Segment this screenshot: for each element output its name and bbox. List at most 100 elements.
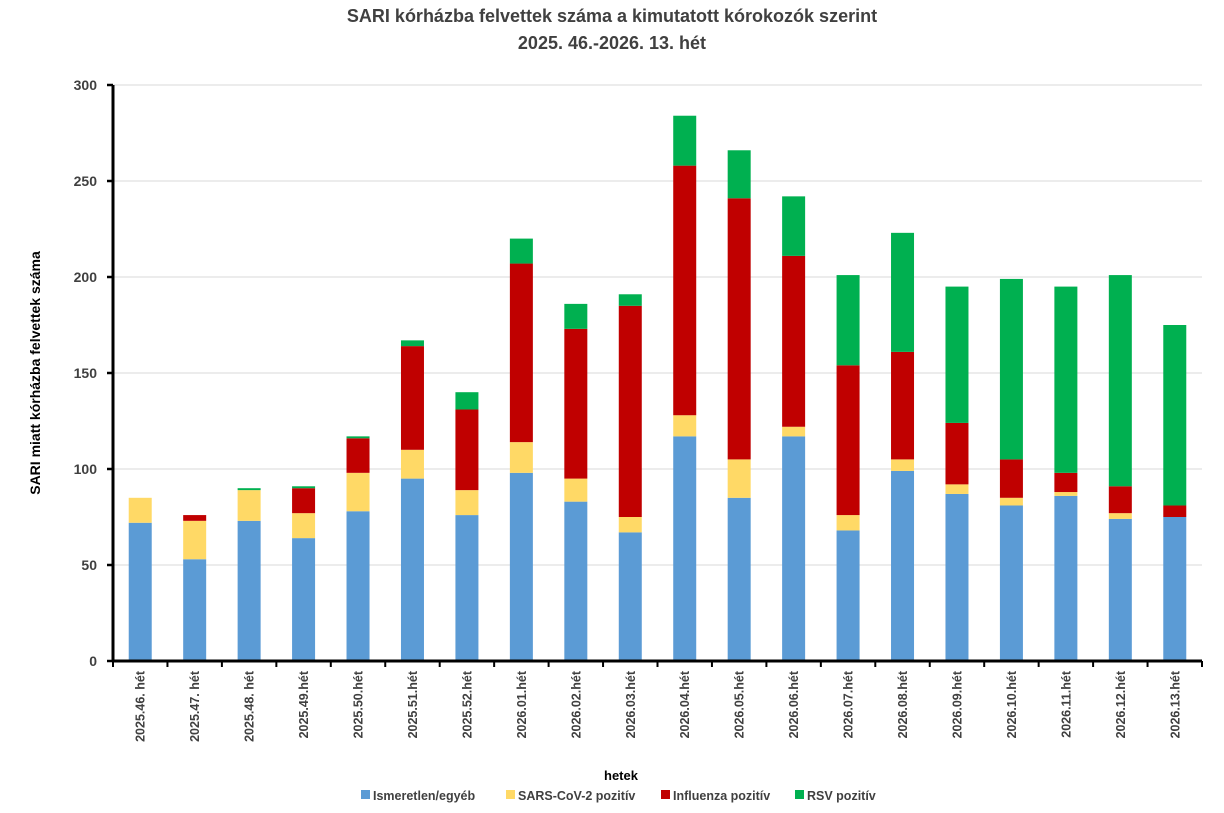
bar-segment [945,484,969,494]
bar-segment [455,490,479,516]
chart-subtitle: 2025. 46.-2026. 13. hét [517,33,707,53]
bar-segment [1054,495,1078,661]
x-tick-label: 2025.49.hét [297,670,311,738]
bar-segment [945,493,969,661]
bar-segment [727,497,751,661]
bar-segment [891,351,915,460]
x-tick-label: 2026.05.hét [733,670,747,738]
bar-segment [782,255,806,427]
bar-segment [400,449,424,479]
bar-segment [673,436,697,661]
bar-segment [509,238,533,264]
bar-segment [673,115,697,166]
bar-segment [455,409,479,491]
bar-segment [673,415,697,437]
bar-segment [727,459,751,498]
x-tick-label: 2025.50.hét [352,670,366,738]
bar-segment [891,232,915,352]
y-tick-label: 300 [74,77,98,93]
x-axis-label: hetek [604,768,639,783]
bar-segment [999,497,1023,506]
bar-segment [346,511,370,661]
legend-label: Ismeretlen/egyéb [373,789,475,803]
y-tick-label: 100 [74,461,98,477]
legend-label: Influenza pozitív [673,789,770,803]
x-tick-label: 2025.52.hét [460,670,474,738]
x-tick-label: 2026.07.hét [842,670,856,738]
bar-segment [891,470,915,661]
x-tick-label: 2026.11.hét [1059,670,1073,738]
bar-segment [836,275,860,366]
chart-title: SARI kórházba felvettek száma a kimutato… [346,6,878,26]
bar-segment [455,392,479,410]
bar-segment [564,328,588,479]
bar-segment [1108,275,1132,487]
legend-swatch [661,790,670,799]
legend-swatch [361,790,370,799]
bar-segment [237,488,261,491]
x-tick-label: 2026.01.hét [515,670,529,738]
bar-segment [618,294,642,306]
bar-segment [1163,517,1187,661]
x-tick-label: 2026.06.hét [787,670,801,738]
bar-segment [836,530,860,661]
x-tick-label: 2025.51.hét [406,670,420,738]
bar-segment [183,559,207,661]
bar-segment [346,436,370,439]
y-tick-label: 200 [74,269,98,285]
x-tick-label: 2025.48. hét [243,670,257,742]
bar-segment [836,365,860,516]
x-tick-label: 2025.47. hét [188,670,202,742]
bar-segment [673,165,697,416]
bar-segment [292,513,316,539]
bar-segment [618,305,642,517]
bar-segment [237,490,261,521]
bar-segment [564,303,588,329]
bar-segment [400,478,424,661]
legend-swatch [795,790,804,799]
y-axis-label: SARI miatt kórházba felvettek száma [27,251,43,495]
x-tick-label: 2026.10.hét [1005,670,1019,738]
bar-segment [400,340,424,347]
y-tick-label: 0 [89,653,97,669]
x-tick-label: 2026.12.hét [1114,670,1128,738]
bar-segment [727,198,751,460]
bar-segment [1163,505,1187,517]
bar-segment [945,286,969,423]
bar-segment [509,472,533,661]
bar-segment [727,150,751,199]
bar-segment [292,486,316,489]
x-tick-label: 2026.09.hét [950,670,964,738]
bar-segment [400,346,424,450]
bar-segment [346,438,370,473]
bar-segment [782,436,806,661]
x-tick-label: 2026.13.hét [1168,670,1182,738]
y-tick-label: 150 [74,365,98,381]
x-tick-label: 2026.08.hét [896,670,910,738]
bar-segment [999,278,1023,460]
bar-segment [564,501,588,661]
bar-segment [945,422,969,485]
bar-segment [891,459,915,471]
bar-segment [782,426,806,437]
x-tick-label: 2026.03.hét [624,670,638,738]
bar-segment [509,442,533,473]
y-tick-label: 250 [74,173,98,189]
bar-segment [1054,492,1078,496]
bar-segment [455,515,479,661]
bar-segment [292,488,316,514]
y-tick-label: 50 [81,557,97,573]
bar-segment [836,515,860,531]
bar-segment [237,520,261,661]
bar-segment [999,459,1023,498]
bar-segment [183,520,207,560]
legend-label: RSV pozitív [807,789,876,803]
bar-segment [346,472,370,512]
bar-segment [1163,325,1187,506]
bar-segment [618,517,642,533]
x-tick-label: 2026.02.hét [569,670,583,738]
bar-segment [292,538,316,661]
bar-segment [564,478,588,502]
x-tick-label: 2026.04.hét [678,670,692,738]
